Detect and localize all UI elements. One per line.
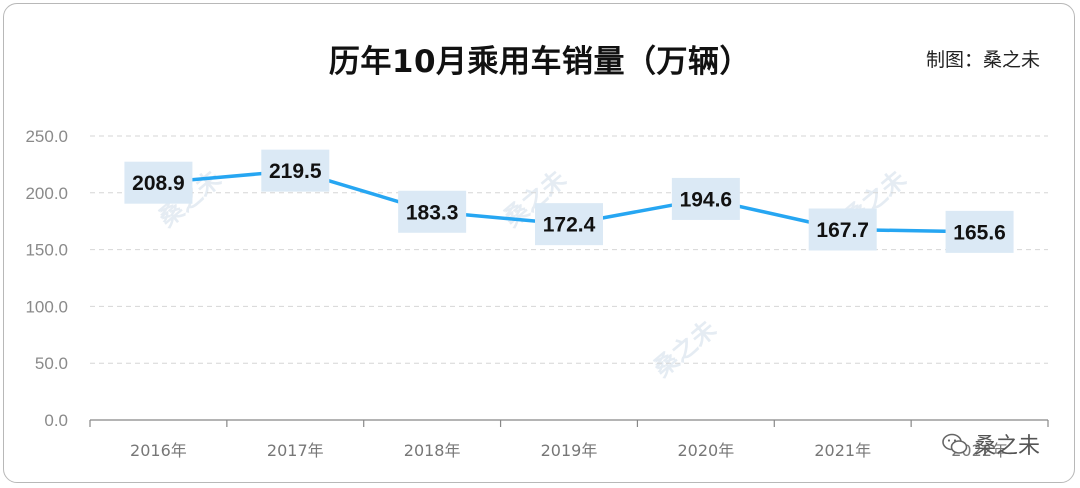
x-axis: 2016年 2017年 2018年 2019年 2020年 2021年 2022年 (89, 419, 1049, 460)
data-label-box (945, 210, 1014, 253)
x-tick-label: 2021年 (814, 441, 871, 460)
data-label-box (671, 177, 740, 220)
data-label: 172.4 (543, 214, 596, 237)
y-tick-label: 150.0 (25, 241, 68, 260)
data-label-box (398, 190, 467, 233)
x-tick-label: 2018年 (404, 441, 461, 460)
data-label-box (261, 149, 330, 192)
watermark-text: 桑之未 (648, 315, 721, 383)
x-tick-label: 2019年 (541, 441, 598, 460)
data-label-box (808, 208, 877, 251)
data-label: 183.3 (406, 201, 459, 224)
x-tick-label: 2017年 (267, 441, 324, 460)
data-label-box (124, 161, 193, 204)
wechat-icon (942, 433, 968, 454)
chart-title: 历年10月乘用车销量（万辆） (328, 44, 752, 80)
y-tick-label: 200.0 (25, 184, 68, 203)
data-label-box (535, 203, 603, 246)
y-tick-label: 250.0 (25, 127, 68, 146)
data-label: 208.9 (132, 172, 185, 195)
data-label: 194.6 (680, 188, 733, 211)
x-tick-label: 2020年 (677, 441, 734, 460)
data-label-layer: 208.9 219.5 183.3 172.4 194.6 167.7 165.6 (124, 149, 1014, 253)
data-label: 219.5 (269, 160, 322, 183)
x-tick-label: 2016年 (130, 441, 187, 460)
corner-watermark-text: 桑之未 (973, 434, 1040, 459)
y-tick-label: 50.0 (35, 354, 68, 373)
y-tick-label: 100.0 (25, 297, 68, 316)
grid-lines (90, 135, 1048, 364)
chart-credit: 制图：桑之未 (925, 49, 1040, 71)
y-tick-label: 0.0 (44, 411, 68, 430)
data-label: 165.6 (953, 221, 1006, 244)
data-label: 167.7 (816, 219, 869, 242)
y-axis: 0.0 50.0 100.0 150.0 200.0 250.0 (25, 127, 68, 430)
corner-watermark: 桑之未 (942, 428, 1040, 460)
